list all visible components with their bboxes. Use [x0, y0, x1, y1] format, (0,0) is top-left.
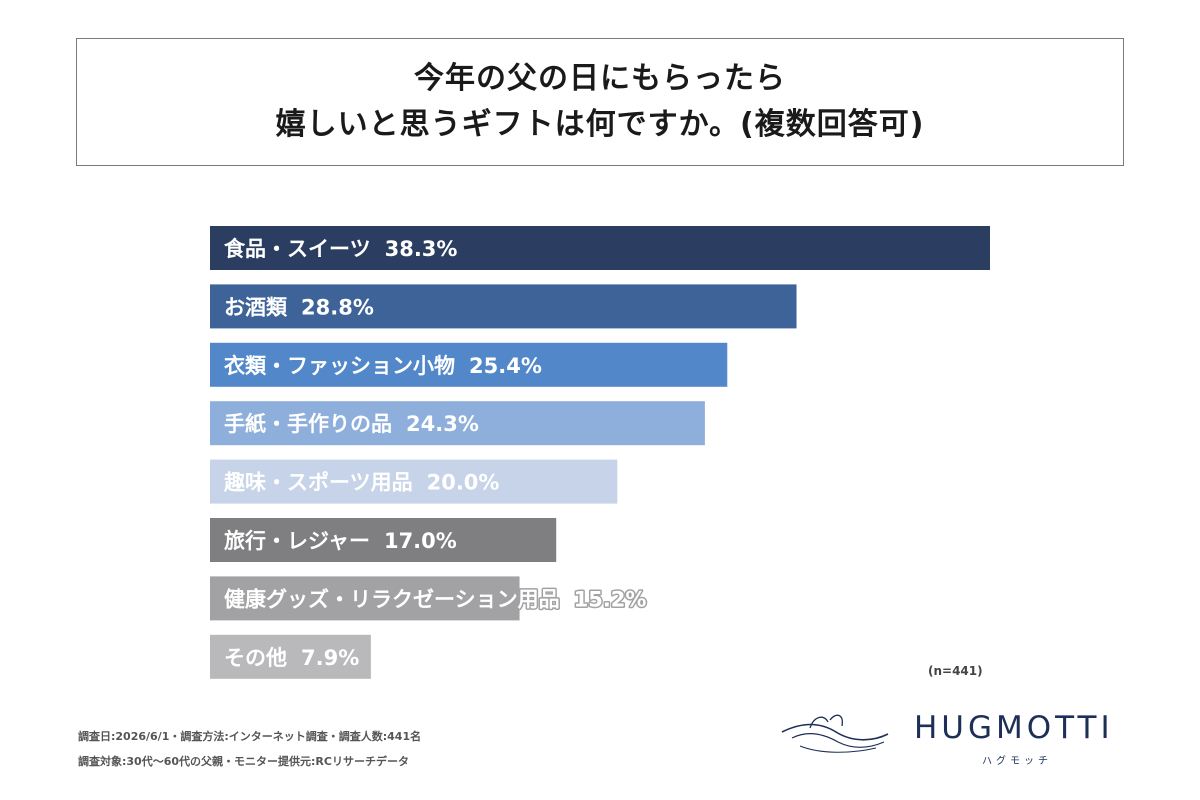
title-box: 今年の父の日にもらったら 嬉しいと思うギフトは何ですか。(複数回答可) — [76, 38, 1124, 166]
value-label-8: 7.9% — [301, 646, 359, 670]
category-label-6: 旅行・レジャー — [224, 529, 370, 553]
bar-3 — [210, 342, 728, 387]
bar-1 — [210, 226, 990, 270]
logo-wordmark: HUGMOTTI — [914, 710, 1114, 746]
category-label-1: 食品・スイーツ — [224, 237, 371, 261]
bar-label-7: 健康グッズ・リラクゼーション用品 15.2% — [224, 587, 646, 611]
value-label-1: 38.3% — [385, 237, 458, 261]
value-label-6: 17.0% — [384, 529, 457, 553]
category-label-5: 趣味・スポーツ用品 — [223, 471, 413, 495]
logo-mark-icon — [781, 714, 889, 753]
bar-label-5: 趣味・スポーツ用品 20.0% — [223, 471, 499, 495]
survey-footnote-line-2: 調査対象:30代〜60代の父親・モニター提供元:RCリサーチデータ — [78, 755, 409, 768]
title-line-1: 今年の父の日にもらったら — [414, 61, 786, 96]
category-label-8: その他 — [224, 646, 287, 670]
value-label-2: 28.8% — [301, 295, 374, 319]
bar-label-8: その他 7.9% — [224, 646, 359, 670]
bar-2 — [210, 284, 797, 329]
category-label-4: 手紙・手作りの品 — [224, 412, 392, 436]
survey-footnote-line-1: 調査日:2026/6/1・調査方法:インターネット調査・調査人数:441名 — [78, 730, 422, 743]
bar-7 — [210, 576, 520, 621]
value-label-4: 24.3% — [406, 412, 479, 436]
title-line-2: 嬉しいと思うギフトは何ですか。(複数回答可) — [275, 107, 925, 142]
bar-label-6: 旅行・レジャー 17.0% — [224, 529, 457, 553]
bar-label-2: お酒類 28.8% — [224, 295, 374, 319]
category-label-3: 衣類・ファッション小物 — [224, 354, 455, 378]
value-label-3: 25.4% — [469, 354, 542, 378]
brand-logo: HUGMOTTI ハグモッチ — [780, 706, 1140, 778]
bar-label-1: 食品・スイーツ 38.3% — [224, 237, 457, 261]
category-label-7: 健康グッズ・リラクゼーション用品 — [224, 587, 560, 611]
survey-footnotes: 調査日:2026/6/1・調査方法:インターネット調査・調査人数:441名 調査… — [78, 724, 421, 774]
sample-size-note: (n=441) — [928, 664, 983, 678]
bar-label-4: 手紙・手作りの品 24.3% — [224, 412, 479, 436]
value-label-7: 15.2% — [574, 587, 647, 611]
category-label-2: お酒類 — [224, 295, 288, 319]
bar-6 — [210, 518, 557, 562]
bar-label-3: 衣類・ファッション小物 25.4% — [224, 354, 542, 378]
bar-4 — [210, 401, 705, 446]
value-label-5: 20.0% — [427, 471, 500, 495]
bar-5 — [210, 459, 618, 504]
logo-kana: ハグモッチ — [982, 756, 1052, 767]
bar-8 — [210, 634, 371, 679]
